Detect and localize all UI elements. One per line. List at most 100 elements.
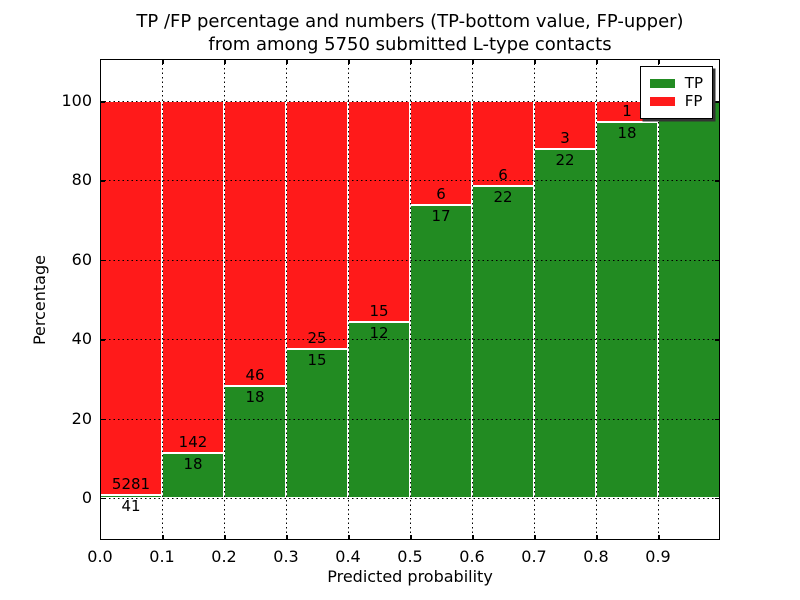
x-tick-mark-bottom <box>534 535 536 540</box>
grid-layer <box>100 59 720 540</box>
vertical-gridline <box>658 59 659 540</box>
tp-count-label: 22 <box>555 150 575 169</box>
tp-count-label: 41 <box>121 496 141 515</box>
tp-count-label: 18 <box>617 123 637 142</box>
vertical-gridline <box>472 59 473 540</box>
vertical-gridline <box>348 59 349 540</box>
vertical-gridline <box>224 59 225 540</box>
y-tick-mark-right <box>715 180 720 182</box>
chart-title: TP /FP percentage and numbers (TP-bottom… <box>100 10 720 56</box>
x-tick-label: 0.3 <box>273 547 299 566</box>
fp-count-label: 5281 <box>111 474 151 493</box>
y-tick-mark-left <box>100 339 105 341</box>
y-tick-label: 60 <box>71 249 92 269</box>
bar-segment-fp <box>162 101 224 454</box>
y-tick-label: 40 <box>71 329 92 349</box>
legend: TP FP <box>639 66 713 119</box>
fp-count-label: 25 <box>307 329 327 348</box>
y-tick-label: 80 <box>71 170 92 190</box>
y-tick-label: 100 <box>61 91 92 111</box>
x-tick-mark-bottom <box>286 535 288 540</box>
x-tick-mark-bottom <box>472 535 474 540</box>
tp-swatch-icon <box>649 79 675 88</box>
y-axis-label: Percentage <box>30 255 49 346</box>
tp-count-label: 22 <box>493 188 513 207</box>
bar-segment-fp <box>348 101 410 322</box>
y-tick-mark-left <box>100 101 105 103</box>
vertical-gridline <box>410 59 411 540</box>
vertical-gridline <box>596 59 597 540</box>
y-tick-mark-left <box>100 259 105 262</box>
legend-item-label: TP <box>684 74 703 92</box>
x-tick-mark-top <box>348 59 350 64</box>
x-tick-mark-top <box>658 59 660 64</box>
bar-segment-fp <box>286 101 348 350</box>
fp-count-label: 15 <box>369 301 389 320</box>
y-tick-mark-right <box>715 101 720 103</box>
plot-area: 5281411421846182515151261762232211842 TP… <box>100 59 720 540</box>
x-tick-mark-bottom <box>596 535 598 540</box>
y-tick-mark-right <box>715 339 720 341</box>
fp-count-label: 6 <box>436 184 446 203</box>
x-tick-mark-top <box>596 59 598 64</box>
fp-count-label: 3 <box>560 128 570 147</box>
y-tick-mark-left <box>100 418 105 421</box>
x-tick-mark-top <box>534 59 536 64</box>
x-tick-label: 0.8 <box>583 547 609 566</box>
x-tick-mark-top <box>410 59 412 64</box>
chart-title-line2: from among 5750 submitted L-type contact… <box>208 34 612 55</box>
bar-segment-tp <box>596 121 658 498</box>
fp-count-label: 1 <box>622 101 632 120</box>
legend-item: TP <box>649 74 703 92</box>
x-tick-label: 0.4 <box>335 547 361 566</box>
x-tick-mark-top <box>162 59 164 64</box>
bar-segment-tp <box>224 386 286 498</box>
y-tick-mark-right <box>715 497 720 500</box>
fp-count-label: 142 <box>178 433 208 452</box>
tp-count-label: 18 <box>245 388 265 407</box>
legend-item: FP <box>649 92 703 110</box>
fp-count-label: 46 <box>245 366 265 385</box>
legend-item-label: FP <box>684 92 703 110</box>
x-tick-mark-bottom <box>348 535 350 540</box>
fp-count-label: 6 <box>498 166 508 185</box>
x-tick-mark-bottom <box>224 535 226 540</box>
tick-marks-layer <box>100 59 720 540</box>
bars-layer <box>100 59 720 540</box>
y-tick-label: 20 <box>71 408 92 428</box>
bar-segment-tp <box>348 321 410 498</box>
x-tick-label: 0.7 <box>521 547 547 566</box>
x-tick-mark-bottom <box>162 535 164 540</box>
chart-title-line1: TP /FP percentage and numbers (TP-bottom… <box>136 11 684 32</box>
bar-segment-fp <box>100 101 162 495</box>
vertical-gridline <box>162 59 163 540</box>
bar-segment-fp <box>410 101 472 205</box>
x-tick-label: 0.2 <box>211 547 237 566</box>
vertical-gridline <box>286 59 287 540</box>
y-tick-mark-left <box>100 497 105 500</box>
x-tick-mark-top <box>224 59 226 64</box>
x-tick-mark-bottom <box>658 535 660 540</box>
x-tick-label: 0.6 <box>459 547 485 566</box>
vertical-gridline <box>534 59 535 540</box>
x-tick-label: 0.0 <box>87 547 113 566</box>
tp-count-label: 17 <box>431 206 451 225</box>
bar-segment-tp <box>286 349 348 498</box>
x-tick-label: 0.1 <box>149 547 175 566</box>
x-tick-label: 0.9 <box>645 547 671 566</box>
y-tick-mark-left <box>100 180 105 182</box>
x-axis-label: Predicted probability <box>327 567 493 586</box>
y-tick-mark-right <box>715 259 720 262</box>
tp-count-label: 15 <box>307 351 327 370</box>
y-tick-label: 0 <box>81 487 92 507</box>
x-tick-mark-bottom <box>410 535 412 540</box>
y-tick-mark-right <box>715 418 720 421</box>
x-tick-label: 0.5 <box>397 547 423 566</box>
bar-segment-tp <box>658 101 720 498</box>
tp-count-label: 18 <box>183 455 203 474</box>
fp-swatch-icon <box>649 97 675 106</box>
bar-segment-fp <box>472 101 534 187</box>
x-tick-mark-top <box>286 59 288 64</box>
bar-segment-tp <box>534 148 596 498</box>
